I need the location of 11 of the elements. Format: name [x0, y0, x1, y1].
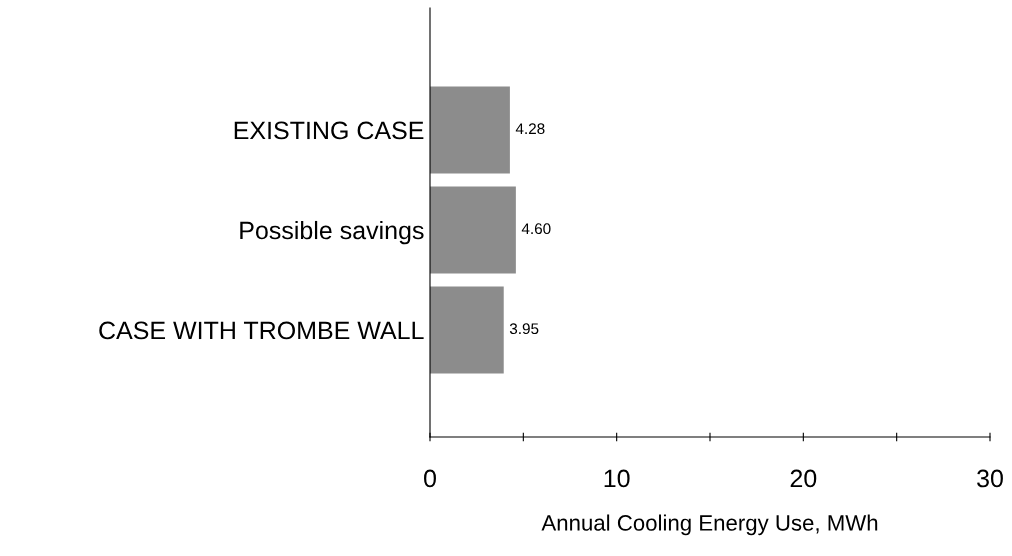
- y-tick-label: EXISTING CASE: [234, 121, 424, 140]
- data-label: 4.60: [521, 223, 551, 235]
- x-tick-label: 0: [424, 469, 436, 488]
- x-tick-label: 20: [790, 469, 817, 488]
- y-tick-label: CASE WITH TROMBE WALL: [99, 321, 424, 340]
- x-tick-label: 30: [977, 469, 1003, 488]
- data-label: 4.28: [515, 123, 545, 135]
- x-axis-title: Annual Cooling Energy Use, MWh: [541, 514, 878, 536]
- y-tick-label: Possible savings: [240, 220, 424, 245]
- x-tick-label: 10: [604, 469, 630, 488]
- data-label: 3.95: [509, 323, 539, 335]
